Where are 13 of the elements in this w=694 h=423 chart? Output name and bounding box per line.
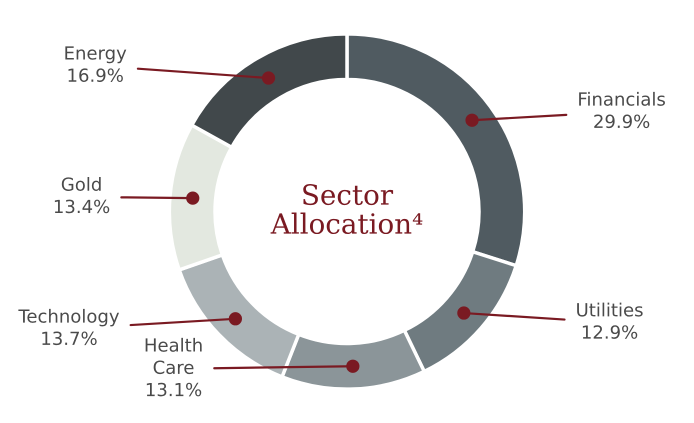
- slice-label: Energy: [65, 46, 126, 64]
- slice-label: Gold: [62, 177, 101, 191]
- data-label: 13.7%: [42, 331, 97, 346]
- data-label: 29.9%: [594, 114, 650, 128]
- data-label: 13.4%: [54, 200, 110, 214]
- slice-label: Technology: [18, 308, 120, 326]
- data-label: 12.9%: [582, 325, 638, 339]
- text: Sector Allocation⁴: [270, 184, 422, 234]
- data-label: 13.1%: [146, 382, 202, 396]
- slice-label: Utilities: [577, 302, 643, 317]
- data-label: 16.9%: [68, 68, 123, 82]
- slice-label: Financials: [579, 92, 665, 106]
- slice-label: Health Care: [146, 338, 202, 374]
